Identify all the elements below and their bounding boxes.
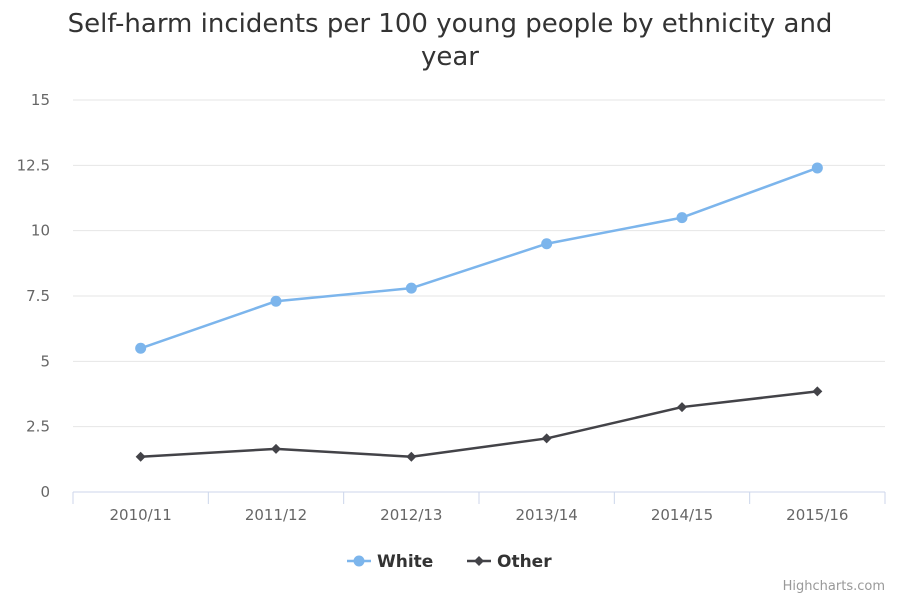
series-other — [135, 386, 823, 462]
series-line — [139, 166, 819, 350]
data-point — [676, 212, 688, 224]
data-point — [811, 162, 823, 174]
y-tick-label: 15 — [31, 91, 50, 109]
x-tick-label: 2014/15 — [651, 506, 713, 524]
data-point — [270, 295, 282, 307]
series-white — [135, 162, 823, 354]
y-tick-label: 5 — [40, 352, 50, 370]
x-tick-label: 2011/12 — [245, 506, 307, 524]
x-tick-label: 2010/11 — [110, 506, 172, 524]
x-axis — [72, 491, 886, 504]
data-point — [135, 342, 147, 354]
data-point — [405, 282, 417, 294]
y-tick-label: 7.5 — [26, 287, 50, 305]
legend-label: White — [377, 552, 433, 572]
y-tick-label: 0 — [40, 483, 50, 501]
data-point — [474, 556, 484, 566]
series-line — [139, 390, 819, 458]
legend-item-other[interactable]: Other — [467, 552, 552, 572]
series — [135, 162, 823, 462]
data-point — [541, 433, 552, 444]
data-point — [541, 238, 553, 250]
x-axis-labels: 2010/11 2011/12 2012/13 2013/14 2014/15 2015/… — [110, 506, 849, 524]
data-point — [812, 386, 823, 397]
grid — [73, 99, 885, 428]
credits-link[interactable]: Highcharts.com — [782, 579, 885, 594]
x-tick-label: 2013/14 — [516, 506, 578, 524]
data-point — [406, 451, 417, 462]
data-point — [677, 402, 687, 413]
legend-item-white[interactable]: White — [347, 552, 433, 572]
data-point — [353, 555, 365, 567]
y-tick-label: 2.5 — [26, 418, 50, 436]
y-tick-label: 12.5 — [17, 156, 50, 174]
y-tick-label: 10 — [31, 222, 50, 240]
x-tick-label: 2015/16 — [786, 506, 848, 524]
data-point — [271, 443, 281, 454]
chart-title: Self-harm incidents per 100 young people… — [67, 9, 833, 72]
legend[interactable]: White Other — [347, 552, 552, 572]
legend-label: Other — [497, 552, 552, 572]
y-axis: 0 2.5 5 7.5 10 12.5 15 — [17, 91, 50, 501]
x-tick-label: 2012/13 — [380, 506, 442, 524]
data-point — [135, 451, 146, 462]
